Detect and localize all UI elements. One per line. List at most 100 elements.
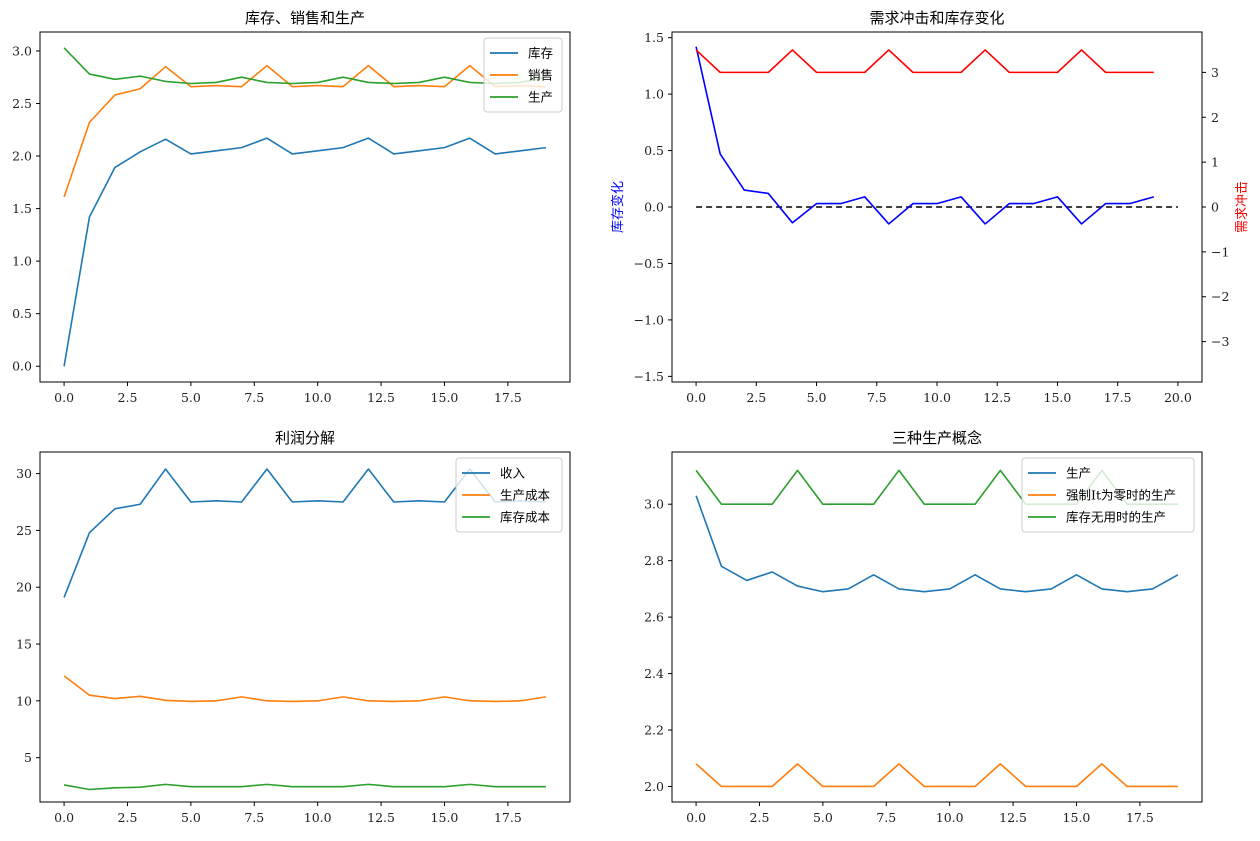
y-tick-label: 15 [16, 637, 32, 652]
legend-entry-label: 生产 [1066, 466, 1091, 481]
y-tick-label: 10 [16, 693, 32, 708]
y-tick-label: 0.5 [644, 143, 664, 158]
y-axis-label-left: 库存变化 [610, 181, 626, 233]
x-tick-label: 15.0 [1063, 810, 1091, 825]
x-tick-label: 12.5 [983, 390, 1011, 405]
series-line-库存成本 [63, 783, 546, 791]
series-line-库存变化 [695, 46, 1155, 225]
x-tick-label: 7.5 [244, 810, 264, 825]
legend-entry-label: 销售 [528, 68, 553, 83]
y-tick-label: 30 [16, 466, 32, 481]
y-tick-label: 0.0 [644, 200, 664, 215]
legend-entry-label: 强制It为零时的生产 [1066, 488, 1176, 503]
y-tick-label: 20 [16, 580, 32, 595]
y2-tick-label: −3 [1211, 334, 1229, 349]
y-tick-label: 2.0 [12, 149, 32, 164]
x-tick-label: 5.0 [181, 810, 201, 825]
x-tick-label: 0.0 [54, 810, 74, 825]
x-tick-label: 12.5 [999, 810, 1027, 825]
subplot-inventory-sales-production: 库存、销售和生产 0.0 2.5 5.0 7.5 10.0 12.5 15.0 17.5 0.0… [12, 9, 571, 405]
x-tick-label: 10.0 [923, 390, 951, 405]
y-tick-label: 5 [24, 750, 32, 765]
legend-entry-label: 生产 [528, 90, 553, 105]
y2-tick-label: −2 [1211, 289, 1229, 304]
legend-entry-label: 库存无用时的生产 [1066, 510, 1166, 525]
series-line-生产 [695, 495, 1179, 593]
x-tick-label: 12.5 [367, 390, 395, 405]
y-tick-label: 2.6 [644, 610, 664, 625]
y-tick-label: 1.5 [12, 201, 32, 216]
x-tick-label: 15.0 [1044, 390, 1072, 405]
x-tick-label: 5.0 [813, 810, 833, 825]
x-tick-label: 5.0 [807, 390, 827, 405]
x-tick-label: 7.5 [876, 810, 896, 825]
legend-entry-label: 收入 [500, 466, 526, 481]
legend-frame [455, 457, 563, 533]
x-tick-label: 10.0 [304, 390, 332, 405]
x-tick-label: 7.5 [244, 390, 264, 405]
x-tick-label: 17.5 [494, 810, 522, 825]
x-tick-label: 0.0 [54, 390, 74, 405]
y-tick-label: 2.8 [644, 553, 664, 568]
series-line-库存 [63, 137, 547, 367]
y-tick-label: 2.5 [12, 96, 32, 111]
legend-frame [483, 37, 563, 113]
y2-tick-label: 1 [1211, 155, 1219, 170]
axes-frame [39, 451, 571, 803]
y2-tick-label: −1 [1211, 244, 1229, 259]
x-tick-label: 2.5 [750, 810, 770, 825]
subplot-profit-decomposition: 利润分解 0.0 2.5 5.0 7.5 10.0 12.5 15.0 17.5 5 10 15 20… [16, 429, 571, 825]
y-tick-label: −1.0 [634, 312, 664, 327]
legend-frame [1021, 457, 1195, 533]
subplot-title: 三种生产概念 [892, 429, 982, 447]
x-tick-label: 15.0 [431, 390, 459, 405]
y-tick-label: −0.5 [634, 256, 664, 271]
y-tick-label: 1.0 [644, 87, 664, 102]
x-tick-label: 17.5 [1104, 390, 1132, 405]
x-tick-label: 0.0 [686, 810, 706, 825]
y-tick-label: −1.5 [634, 369, 664, 384]
y-tick-label: 2.0 [644, 779, 664, 794]
subplot-three-production-concepts: 三种生产概念 0.0 2.5 5.0 7.5 10.0 12.5 15.0 17.5 2.0 2.… [644, 429, 1203, 825]
subplot-title: 库存、销售和生产 [245, 9, 365, 27]
x-tick-label: 2.5 [118, 810, 138, 825]
x-tick-label: 17.5 [494, 390, 522, 405]
x-tick-label: 17.5 [1126, 810, 1154, 825]
x-tick-label: 10.0 [304, 810, 332, 825]
y-tick-label: 1.5 [644, 30, 664, 45]
series-line-需求冲击 [695, 49, 1154, 74]
x-tick-label: 7.5 [867, 390, 887, 405]
x-tick-label: 0.0 [686, 390, 706, 405]
y-tick-label: 2.2 [644, 723, 664, 738]
series-line-生产成本 [63, 675, 547, 703]
y-tick-label: 3.0 [12, 43, 32, 58]
x-tick-label: 2.5 [746, 390, 766, 405]
series-line-强制It为零时的生产 [695, 763, 1178, 788]
x-tick-label: 2.5 [118, 390, 138, 405]
legend-entry-label: 库存成本 [500, 510, 551, 525]
subplot-demand-shock-inventory-change: 需求冲击和库存变化 库存变化 需求冲击 0.0 2.5 5.0 7.5 10.0 12.5… [610, 9, 1250, 405]
series-line-销售 [63, 64, 546, 198]
subplot-title: 需求冲击和库存变化 [869, 9, 1004, 27]
y-tick-label: 25 [16, 523, 32, 538]
x-tick-label: 20.0 [1164, 390, 1192, 405]
x-tick-label: 12.5 [367, 810, 395, 825]
y-axis-label-right: 需求冲击 [1235, 181, 1250, 233]
y-tick-label: 0.5 [12, 306, 32, 321]
axes-frame [39, 31, 571, 383]
series-line-生产 [63, 47, 547, 85]
x-tick-label: 10.0 [936, 810, 964, 825]
subplot-title: 利润分解 [275, 429, 335, 447]
y2-tick-label: 3 [1211, 65, 1219, 80]
axes-frame [671, 451, 1203, 803]
y-tick-label: 2.4 [644, 666, 664, 681]
y2-tick-label: 0 [1211, 200, 1219, 215]
y-tick-label: 1.0 [12, 254, 32, 269]
x-tick-label: 15.0 [431, 810, 459, 825]
x-tick-label: 5.0 [181, 390, 201, 405]
legend-entry-label: 生产成本 [500, 488, 551, 503]
